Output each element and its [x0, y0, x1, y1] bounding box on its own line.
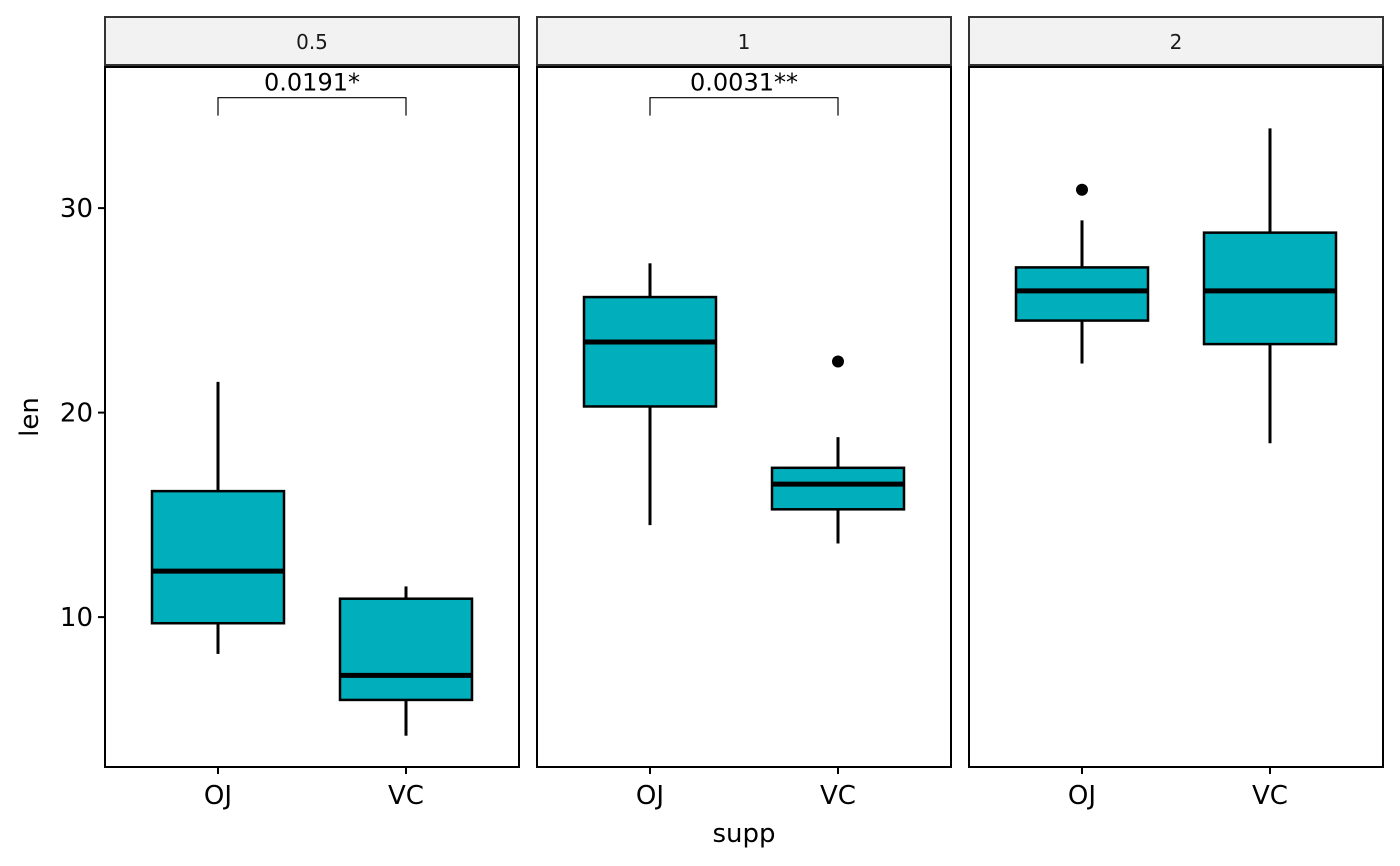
y-axis-label: len — [15, 397, 45, 437]
y-tick-label: 30 — [60, 194, 93, 224]
outlier-point — [832, 355, 844, 368]
p-value-label: 0.0191* — [264, 69, 360, 97]
boxplot-VC — [1202, 128, 1338, 444]
box-iqr — [1014, 266, 1150, 322]
boxplot-VC — [338, 586, 474, 736]
significance-bracket — [649, 97, 839, 116]
facet-strip — [104, 16, 520, 66]
boxplot-OJ — [1014, 183, 1150, 364]
facet-panel-0.5: 0.5 OJ VC 0.0191* — [104, 16, 520, 811]
y-tick-label: 20 — [60, 399, 93, 429]
y-tick-label: 10 — [60, 603, 93, 633]
facet-strip-label: 2 — [1170, 30, 1183, 54]
x-tick-label: VC — [820, 781, 856, 811]
outlier-point — [1076, 183, 1088, 196]
x-axis-label: supp — [712, 819, 775, 849]
box-iqr — [770, 466, 906, 511]
facet-strip — [968, 16, 1384, 66]
p-value-label: 0.0031** — [690, 69, 798, 97]
facet-strip-label: 1 — [738, 30, 751, 54]
boxplot-VC — [770, 355, 906, 544]
significance-bracket — [217, 97, 407, 116]
x-tick-label: OJ — [204, 781, 232, 811]
facet-strip-label: 0.5 — [296, 30, 328, 54]
facet-panel-2: 2 OJ VC — [968, 16, 1384, 811]
facet-panel-1: 1 OJ VC 0.0031** — [536, 16, 952, 811]
panel-border — [968, 66, 1384, 768]
x-tick-label: VC — [388, 781, 424, 811]
box-iqr — [582, 295, 718, 408]
facet-panels: 0.5 OJ VC 0.0191* 1 OJ VC 0.0031** 2 OJ VC — [104, 16, 1384, 811]
facet-strip — [536, 16, 952, 66]
box-iqr — [150, 489, 286, 625]
panel-border — [104, 66, 520, 768]
box-iqr — [338, 597, 474, 702]
x-tick-label: VC — [1252, 781, 1288, 811]
x-tick-label: OJ — [1068, 781, 1096, 811]
boxplot-OJ — [150, 381, 286, 654]
panel-border — [536, 66, 952, 768]
box-iqr — [1202, 231, 1338, 346]
x-tick-label: OJ — [636, 781, 664, 811]
y-axis: 10 20 30 — [60, 194, 105, 633]
boxplot-OJ — [582, 263, 718, 526]
